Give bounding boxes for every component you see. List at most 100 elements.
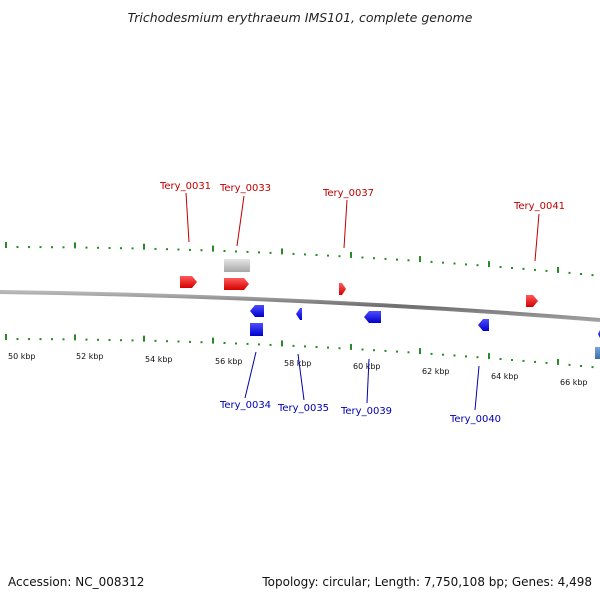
gene-arrow-reverse[interactable]: [364, 311, 381, 323]
minor-tick: [327, 254, 329, 257]
reverse-label-leaders: [244, 351, 480, 411]
major-tick: [557, 358, 559, 365]
major-tick: [281, 248, 283, 255]
minor-tick: [62, 338, 65, 341]
gene-block-partial[interactable]: [595, 347, 600, 359]
minor-tick: [131, 339, 134, 342]
minor-tick: [545, 361, 548, 364]
minor-tick: [511, 359, 513, 361]
minor-tick: [177, 248, 180, 251]
minor-tick: [430, 260, 433, 263]
outer-scale-ticks: [5, 242, 594, 277]
minor-tick: [338, 255, 341, 258]
scale-label: 50 kbp: [8, 352, 36, 361]
major-tick: [419, 256, 421, 263]
minor-tick: [177, 340, 180, 343]
minor-tick: [189, 340, 191, 343]
genome-title: Trichodesmium erythraeum IMS101, complet…: [127, 10, 473, 25]
scale-label: 60 kbp: [353, 362, 381, 371]
gene-label-tery-0039[interactable]: Tery_0039: [340, 406, 392, 417]
minor-tick: [465, 263, 467, 266]
minor-tick: [407, 259, 410, 262]
scale-label: 54 kbp: [145, 355, 173, 364]
minor-tick: [591, 366, 594, 369]
minor-tick: [465, 355, 467, 358]
gene-arrow-forward[interactable]: [526, 295, 538, 307]
genome-summary-text: Topology: circular; Length: 7,750,108 bp…: [262, 575, 592, 589]
scale-label: 52 kbp: [76, 352, 104, 361]
minor-tick: [108, 247, 111, 249]
gene-arrow-reverse[interactable]: [296, 308, 302, 320]
minor-tick: [442, 353, 444, 356]
gene-arrow-forward[interactable]: [224, 278, 249, 290]
gene-block-other[interactable]: [224, 259, 250, 272]
gene-label-tery-0034[interactable]: Tery_0034: [219, 400, 271, 411]
major-tick: [488, 261, 490, 268]
minor-tick: [568, 363, 571, 366]
minor-tick: [304, 345, 306, 348]
major-tick: [5, 334, 7, 340]
major-tick: [74, 242, 76, 249]
major-tick: [212, 245, 214, 252]
scale-label: 58 kbp: [284, 359, 312, 368]
forward-gene-labels: Tery_0031 Tery_0033 Tery_0037 Tery_0041: [159, 181, 565, 212]
minor-tick: [315, 346, 318, 348]
minor-tick: [580, 273, 582, 275]
minor-tick: [120, 339, 122, 342]
forward-label-leaders: [185, 192, 540, 262]
scale-label: 66 kbp: [560, 378, 588, 387]
gene-label-tery-0031[interactable]: Tery_0031: [159, 181, 211, 192]
major-tick: [5, 242, 7, 248]
scale-label: 56 kbp: [215, 357, 243, 366]
major-tick: [281, 340, 283, 347]
minor-tick: [131, 247, 134, 250]
minor-tick: [522, 267, 525, 270]
minor-tick: [235, 342, 237, 345]
minor-tick: [430, 352, 433, 355]
scale-labels: 50 kbp 52 kbp 54 kbp 56 kbp 58 kbp 60 kb…: [8, 352, 588, 387]
minor-tick: [16, 246, 19, 248]
minor-tick: [235, 250, 237, 253]
minor-tick: [108, 339, 111, 341]
minor-tick: [407, 351, 410, 354]
minor-tick: [120, 247, 122, 250]
gene-arrow-forward[interactable]: [339, 283, 346, 295]
minor-tick: [315, 254, 318, 256]
minor-tick: [39, 338, 42, 341]
minor-tick: [258, 343, 260, 346]
minor-tick: [361, 348, 364, 351]
scale-label: 62 kbp: [422, 367, 450, 376]
gene-label-tery-0040[interactable]: Tery_0040: [449, 414, 501, 425]
gene-arrow-reverse[interactable]: [250, 305, 264, 317]
minor-tick: [97, 246, 99, 249]
gene-label-tery-0037[interactable]: Tery_0037: [322, 188, 374, 199]
gene-block-reverse[interactable]: [250, 323, 263, 336]
major-tick: [143, 335, 145, 342]
major-tick: [350, 343, 352, 350]
gene-label-tery-0035[interactable]: Tery_0035: [277, 403, 329, 414]
gene-arrow-reverse[interactable]: [478, 319, 489, 331]
minor-tick: [85, 338, 88, 341]
minor-tick: [154, 247, 157, 250]
major-tick: [212, 337, 214, 344]
gene-label-tery-0033[interactable]: Tery_0033: [219, 183, 271, 194]
minor-tick: [384, 349, 387, 352]
minor-tick: [591, 274, 594, 277]
scale-label: 64 kbp: [491, 372, 519, 381]
minor-tick: [327, 346, 329, 349]
minor-tick: [338, 347, 341, 350]
minor-tick: [373, 257, 375, 260]
minor-tick: [246, 342, 249, 345]
minor-tick: [580, 365, 582, 367]
minor-tick: [534, 268, 536, 271]
minor-tick: [28, 338, 30, 341]
minor-tick: [476, 264, 479, 267]
minor-tick: [545, 269, 548, 272]
major-tick: [350, 251, 352, 258]
gene-arrow-forward[interactable]: [180, 276, 197, 288]
gene-label-tery-0041[interactable]: Tery_0041: [513, 201, 565, 212]
minor-tick: [16, 338, 19, 340]
minor-tick: [361, 256, 364, 259]
